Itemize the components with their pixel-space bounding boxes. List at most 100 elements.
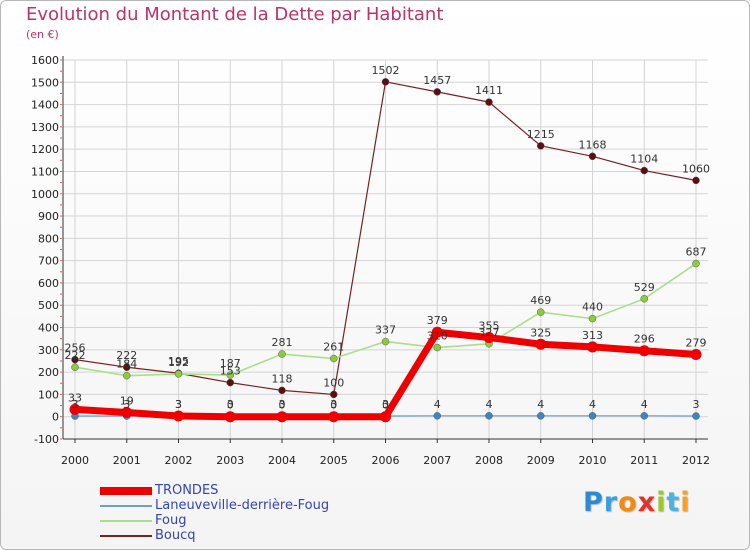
data-label-boucq: 256 bbox=[65, 342, 86, 355]
y-minor-tick bbox=[60, 315, 62, 317]
data-point-trondes bbox=[380, 411, 391, 423]
x-tick-label: 2002 bbox=[165, 454, 193, 467]
y-tick-label: 500 bbox=[38, 299, 59, 312]
data-label-laneuveville-derri-re-foug: 3 bbox=[330, 398, 337, 411]
data-point-laneuveville-derri-re-foug bbox=[692, 412, 700, 420]
data-label-foug: 529 bbox=[634, 281, 655, 294]
data-point-foug bbox=[174, 370, 183, 378]
data-label-trondes: 0 bbox=[330, 399, 337, 412]
data-label-laneuveville-derri-re-foug: 3 bbox=[123, 398, 130, 411]
legend-swatch bbox=[100, 519, 152, 523]
data-point-trondes bbox=[173, 410, 184, 422]
y-minor-tick bbox=[60, 137, 62, 139]
y-tick-label: 1300 bbox=[31, 121, 59, 134]
data-point-laneuveville-derri-re-foug bbox=[485, 412, 493, 420]
data-label-foug: 337 bbox=[375, 324, 396, 337]
x-tick-label: 2000 bbox=[61, 454, 89, 467]
data-point-boucq bbox=[226, 378, 234, 387]
data-label-trondes: 33 bbox=[68, 391, 82, 404]
data-label-foug: 187 bbox=[220, 357, 241, 370]
y-minor-tick bbox=[60, 170, 62, 172]
legend-swatch bbox=[100, 504, 152, 508]
data-point-boucq bbox=[71, 355, 79, 364]
data-label-boucq: 1457 bbox=[423, 74, 451, 87]
logo-letter: x bbox=[637, 487, 657, 518]
y-minor-tick bbox=[60, 360, 62, 362]
legend-item-laneuveville-derri-re-foug: Laneuveville-derrière-Foug bbox=[100, 498, 500, 514]
y-tick-label: 1400 bbox=[31, 99, 59, 112]
data-label-foug: 192 bbox=[168, 356, 189, 369]
legend-item-boucq: Boucq bbox=[100, 528, 500, 544]
data-label-boucq: 222 bbox=[116, 349, 137, 362]
y-minor-tick bbox=[60, 271, 62, 273]
legend-item-foug: Foug bbox=[100, 513, 500, 529]
data-label-laneuveville-derri-re-foug: 3 bbox=[382, 398, 389, 411]
data-label-foug: 440 bbox=[582, 301, 603, 314]
data-label-laneuveville-derri-re-foug: 4 bbox=[486, 398, 493, 411]
data-point-trondes bbox=[483, 332, 495, 344]
legend-label: TRONDES bbox=[155, 483, 219, 498]
data-point-trondes bbox=[535, 338, 547, 350]
y-tick-label: 400 bbox=[38, 322, 59, 335]
data-point-foug bbox=[433, 343, 441, 352]
y-tick-label: 1000 bbox=[31, 188, 59, 201]
y-tick-label: 300 bbox=[38, 344, 59, 357]
data-point-trondes bbox=[69, 403, 81, 415]
y-tick-label: 700 bbox=[38, 255, 59, 268]
y-tick-label: 200 bbox=[38, 366, 59, 379]
data-point-trondes bbox=[690, 349, 702, 361]
data-label-foug: 469 bbox=[530, 294, 551, 307]
data-point-foug bbox=[71, 363, 79, 371]
data-label-boucq: 1104 bbox=[630, 153, 658, 166]
y-minor-tick bbox=[60, 427, 62, 429]
data-label-trondes: 296 bbox=[634, 333, 655, 346]
data-label-laneuveville-derri-re-foug: 3 bbox=[175, 398, 182, 411]
data-point-trondes bbox=[431, 326, 443, 338]
data-point-boucq bbox=[537, 142, 545, 150]
y-minor-tick bbox=[60, 159, 62, 161]
data-label-trondes: 0 bbox=[227, 399, 234, 412]
y-minor-tick bbox=[60, 349, 62, 351]
x-tick-label: 2008 bbox=[475, 454, 503, 467]
data-label-boucq: 100 bbox=[323, 376, 344, 389]
data-label-boucq: 1502 bbox=[372, 64, 400, 77]
y-minor-tick bbox=[60, 371, 62, 373]
y-minor-tick bbox=[60, 104, 62, 106]
data-label-foug: 687 bbox=[686, 246, 707, 259]
y-tick-label: 1100 bbox=[31, 165, 59, 178]
data-point-foug bbox=[226, 371, 234, 379]
y-minor-tick bbox=[60, 148, 62, 150]
x-tick-label: 2012 bbox=[682, 454, 710, 467]
x-tick-label: 2003 bbox=[216, 454, 244, 467]
y-tick-label: 1500 bbox=[31, 76, 59, 89]
data-label-trondes: 19 bbox=[120, 394, 134, 407]
legend-label: Boucq bbox=[155, 528, 196, 543]
data-point-boucq bbox=[278, 386, 286, 395]
y-minor-tick bbox=[60, 226, 62, 228]
x-tick-label: 2005 bbox=[320, 454, 348, 467]
data-label-boucq: 195 bbox=[168, 355, 189, 368]
data-label-laneuveville-derri-re-foug: 4 bbox=[537, 398, 544, 411]
data-label-foug: 222 bbox=[65, 349, 86, 362]
data-point-trondes bbox=[276, 411, 288, 423]
data-point-boucq bbox=[588, 152, 597, 161]
y-minor-tick bbox=[60, 204, 62, 206]
data-label-foug: 184 bbox=[116, 358, 137, 371]
data-label-boucq: 1060 bbox=[682, 162, 710, 175]
logo-letter: i bbox=[656, 487, 667, 518]
data-label-laneuveville-derri-re-foug: 4 bbox=[434, 398, 441, 411]
legend-item-trondes: TRONDES bbox=[100, 483, 500, 499]
data-label-boucq: 1168 bbox=[579, 138, 607, 151]
x-tick-label: 2004 bbox=[268, 454, 296, 467]
y-minor-tick bbox=[60, 327, 62, 329]
y-minor-tick bbox=[60, 237, 62, 239]
legend-swatch bbox=[100, 487, 152, 495]
data-point-trondes bbox=[224, 411, 236, 423]
y-minor-tick bbox=[60, 59, 62, 61]
data-label-laneuveville-derri-re-foug: 4 bbox=[589, 398, 596, 411]
chart-title: Evolution du Montant de la Dette par Hab… bbox=[26, 4, 444, 25]
data-point-foug bbox=[588, 314, 597, 323]
data-point-boucq bbox=[692, 176, 700, 185]
data-label-laneuveville-derri-re-foug: 3 bbox=[279, 398, 286, 411]
